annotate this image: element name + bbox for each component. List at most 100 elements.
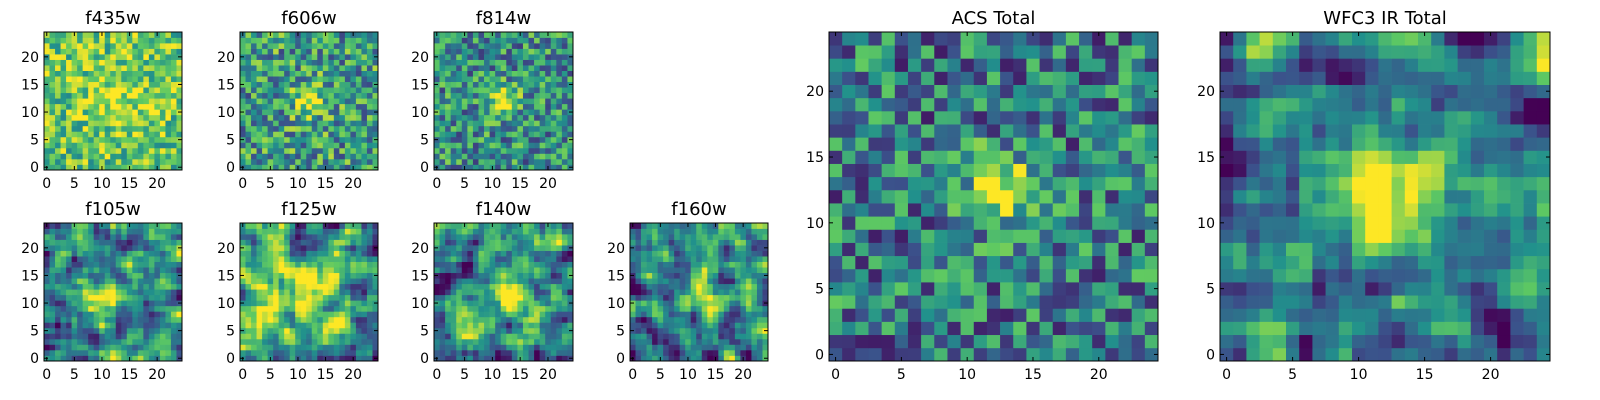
heatmap-cell (366, 81, 373, 88)
heatmap-cell (60, 355, 67, 362)
heatmap-cell (350, 70, 357, 77)
heatmap-cell (751, 355, 758, 362)
heatmap-cell (506, 234, 513, 240)
heatmap-cell (1052, 242, 1067, 257)
heatmap-cell (137, 136, 144, 143)
heatmap-cell (44, 92, 50, 99)
heatmap-cell (49, 333, 56, 340)
heatmap-cell (93, 234, 100, 240)
heatmap-cell (339, 76, 346, 83)
heatmap-cell (126, 147, 133, 154)
heatmap-cell (545, 267, 552, 274)
heatmap-cell (273, 158, 279, 165)
heatmap-cell (489, 87, 496, 94)
heatmap-cell (635, 344, 642, 351)
heatmap-cell (478, 136, 485, 143)
heatmap-cell (88, 322, 95, 329)
heatmap-cell (478, 250, 485, 257)
heatmap-cell (522, 228, 529, 235)
heatmap-cell (484, 92, 490, 99)
heatmap-cell (245, 32, 252, 38)
heatmap-cell (126, 59, 133, 66)
heatmap-cell (137, 103, 144, 110)
heatmap-cell (262, 92, 268, 99)
heatmap-cell (245, 338, 252, 345)
heatmap-cell (273, 278, 279, 285)
heatmap-cell (284, 267, 291, 274)
y-tick-label: 0 (616, 351, 625, 367)
heatmap-cell (154, 245, 161, 251)
heatmap-cell (317, 65, 324, 71)
heatmap-cell (729, 349, 736, 356)
heatmap-cell (60, 76, 67, 83)
heatmap-cell (121, 223, 128, 229)
heatmap-cell (311, 59, 318, 66)
heatmap-cell (467, 267, 474, 274)
heatmap-cell (344, 87, 351, 94)
heatmap-cell (44, 333, 50, 340)
heatmap-cell (137, 70, 144, 77)
heatmap-cell (467, 228, 474, 235)
heatmap-cell (278, 125, 285, 132)
heatmap-cell (165, 256, 172, 262)
heatmap-cell (712, 250, 719, 257)
heatmap-cell (439, 261, 446, 268)
heatmap-cell (278, 158, 285, 165)
heatmap-cell (267, 316, 274, 323)
heatmap-cell (93, 338, 100, 345)
heatmap-cell (82, 54, 89, 60)
heatmap-cell (176, 65, 183, 71)
heatmap-cell (701, 223, 708, 229)
heatmap-cell (522, 70, 529, 77)
heatmap-cell (262, 338, 268, 345)
heatmap-cell (104, 261, 111, 268)
heatmap-cell (278, 294, 285, 301)
heatmap-cell (88, 43, 95, 49)
heatmap-cell (306, 158, 313, 165)
heatmap-cell (528, 76, 535, 83)
heatmap-cell (506, 32, 513, 38)
heatmap-cell (176, 344, 183, 351)
heatmap-cell (165, 120, 172, 127)
heatmap-cell (240, 338, 246, 345)
heatmap-cell (842, 150, 856, 164)
heatmap-cell (148, 234, 155, 240)
heatmap-cell (66, 109, 72, 116)
heatmap-cell (93, 54, 100, 60)
heatmap-cell (262, 125, 268, 132)
heatmap-cell (690, 344, 697, 351)
heatmap-cell (82, 87, 89, 94)
heatmap-cell (450, 311, 457, 318)
heatmap-cell (556, 333, 563, 340)
heatmap-cell (472, 283, 479, 290)
heatmap-cell (240, 153, 246, 160)
heatmap-cell (522, 305, 529, 312)
heatmap-cell (284, 114, 291, 121)
heatmap-cell (322, 114, 329, 121)
heatmap-cell (317, 300, 324, 307)
heatmap-cell (567, 65, 574, 71)
heatmap-cell (934, 189, 948, 204)
heatmap-cell (829, 216, 843, 230)
heatmap-cell (170, 76, 177, 83)
heatmap-cell (511, 223, 518, 229)
heatmap-cell (137, 256, 144, 262)
heatmap-cell (143, 59, 150, 66)
heatmap-cell (652, 322, 658, 329)
heatmap-cell (355, 158, 362, 165)
heatmap-cell (1013, 347, 1027, 362)
heatmap-cell (685, 333, 692, 340)
heatmap-cell (278, 109, 285, 116)
heatmap-cell (278, 65, 285, 71)
heatmap-cell (251, 103, 257, 110)
heatmap-cell (245, 48, 252, 55)
heatmap-cell (506, 283, 513, 290)
x-tick-label: 15 (707, 367, 725, 383)
heatmap-cell (539, 261, 546, 268)
heatmap-cell (522, 239, 529, 246)
heatmap-cell (522, 349, 529, 356)
heatmap-cell (500, 109, 507, 116)
heatmap-cell (467, 322, 474, 329)
heatmap-cell (344, 98, 351, 105)
heatmap-cell (245, 81, 252, 88)
